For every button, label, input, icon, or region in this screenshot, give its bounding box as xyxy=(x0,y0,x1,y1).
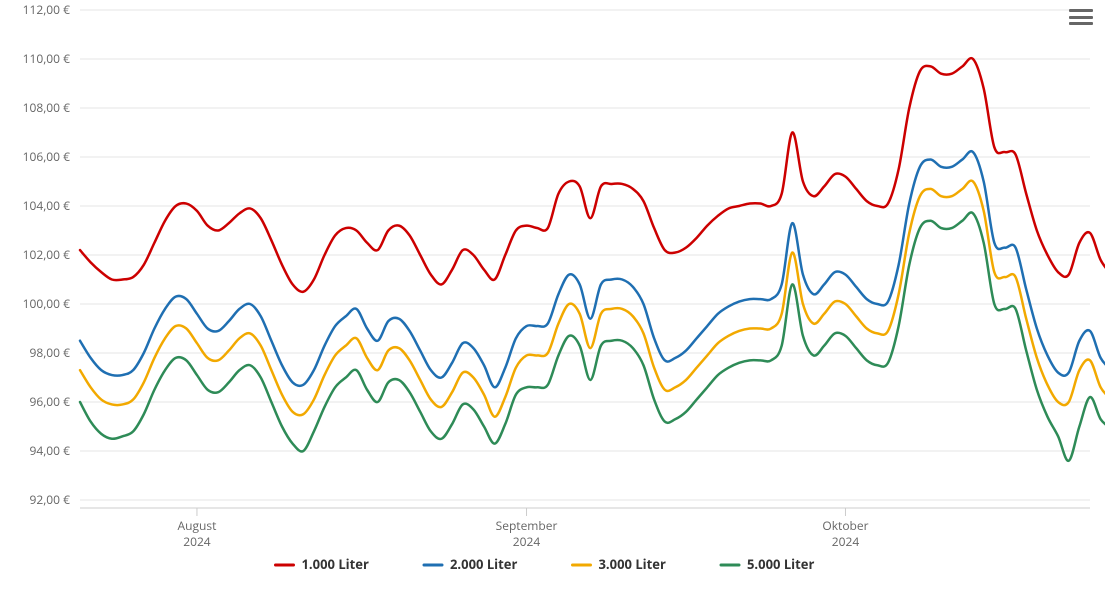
legend: 1.000 Liter 2.000 Liter 3.000 Liter 5.000 L… xyxy=(276,555,815,573)
x-tick-label-top: Oktober xyxy=(822,517,868,534)
legend-label: 5.000 Liter xyxy=(747,555,814,573)
grid: 92,00 € 94,00 € 96,00 € 98,00 € 100,00 € 102,… xyxy=(23,1,1090,508)
y-tick-label: 104,00 € xyxy=(23,197,71,214)
legend-item[interactable]: 5.000 Liter xyxy=(721,555,814,573)
y-tick-label: 100,00 € xyxy=(23,295,71,312)
legend-item[interactable]: 3.000 Liter xyxy=(573,555,666,573)
y-tick-label: 112,00 € xyxy=(23,1,71,18)
x-tick-label-bottom: 2024 xyxy=(183,533,211,550)
y-tick-label: 110,00 € xyxy=(23,50,71,67)
legend-item[interactable]: 2.000 Liter xyxy=(424,555,517,573)
series-group xyxy=(80,58,1105,461)
series-line-0[interactable] xyxy=(80,58,1105,292)
y-tick-label: 92,00 € xyxy=(29,491,70,508)
x-tick-label-bottom: 2024 xyxy=(832,533,860,550)
y-tick-label: 96,00 € xyxy=(29,393,70,410)
series-line-3[interactable] xyxy=(80,212,1105,460)
legend-label: 1.000 Liter xyxy=(302,555,369,573)
y-tick-label: 102,00 € xyxy=(23,246,71,263)
x-ticks: August2024September2024Oktober2024 xyxy=(178,508,869,550)
y-tick-label: 108,00 € xyxy=(23,99,71,116)
x-tick-label-bottom: 2024 xyxy=(513,533,541,550)
y-tick-label: 98,00 € xyxy=(29,344,70,361)
legend-label: 2.000 Liter xyxy=(450,555,517,573)
chart-svg: 92,00 € 94,00 € 96,00 € 98,00 € 100,00 € 102,… xyxy=(0,0,1105,602)
legend-label: 3.000 Liter xyxy=(599,555,666,573)
x-tick-label-top: August xyxy=(178,517,217,534)
price-chart: 92,00 € 94,00 € 96,00 € 98,00 € 100,00 € 102,… xyxy=(0,0,1105,602)
legend-item[interactable]: 1.000 Liter xyxy=(276,555,369,573)
series-line-1[interactable] xyxy=(80,151,1105,387)
chart-menu-icon[interactable] xyxy=(1069,6,1093,28)
x-tick-label-top: September xyxy=(496,517,558,534)
y-tick-label: 106,00 € xyxy=(23,148,71,165)
y-tick-label: 94,00 € xyxy=(29,442,70,459)
